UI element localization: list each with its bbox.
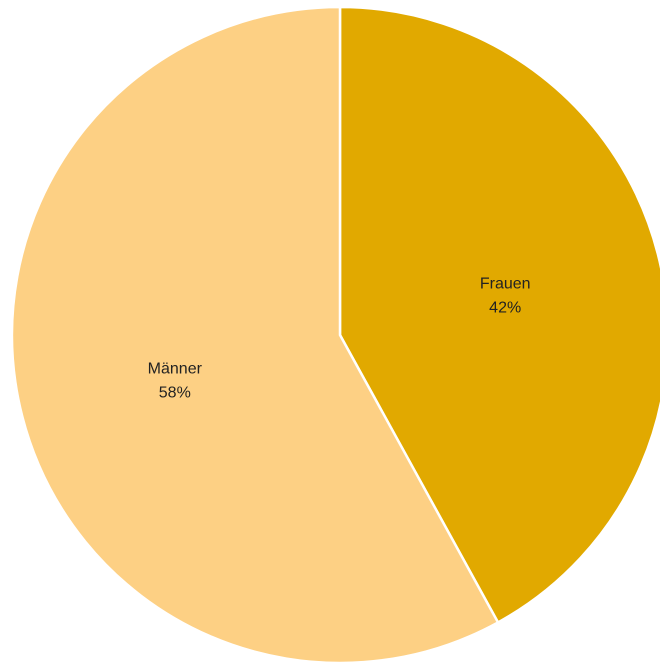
slice-value-frauen: 42% — [489, 300, 521, 317]
slice-value-m-nner: 58% — [159, 384, 191, 401]
slice-label-m-nner: Männer — [148, 360, 203, 377]
pie-slice-m-nner — [10, 5, 500, 665]
slice-label-frauen: Frauen — [480, 276, 531, 293]
pie-slice-frauen — [338, 5, 660, 625]
